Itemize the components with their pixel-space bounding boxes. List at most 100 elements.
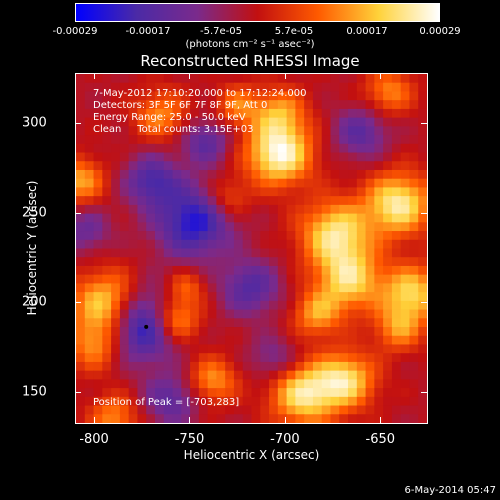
heatmap-cell bbox=[400, 292, 410, 302]
heatmap-cell bbox=[233, 344, 244, 354]
heatmap-cell bbox=[119, 292, 130, 302]
heatmap-cell bbox=[277, 257, 288, 267]
heatmap-cell bbox=[128, 169, 138, 180]
heatmap-cell bbox=[321, 135, 331, 145]
heatmap-cell bbox=[374, 143, 384, 153]
heatmap-cell bbox=[225, 169, 235, 180]
heatmap-cell bbox=[260, 222, 270, 232]
heatmap-cell bbox=[84, 196, 94, 206]
heatmap-cell bbox=[216, 248, 226, 258]
heatmap-cell bbox=[76, 204, 86, 215]
heatmap-cell bbox=[383, 117, 393, 127]
heatmap-cell bbox=[154, 213, 165, 223]
heatmap-cell bbox=[93, 187, 103, 197]
y-tick-mark bbox=[75, 123, 81, 125]
heatmap-cell bbox=[207, 344, 217, 354]
y-tick-mark bbox=[421, 302, 427, 304]
heatmap-cell bbox=[154, 74, 165, 84]
heatmap-cell bbox=[225, 178, 235, 188]
heatmap-cell bbox=[119, 231, 130, 241]
heatmap-cell bbox=[330, 143, 340, 153]
heatmap-cell bbox=[225, 143, 235, 153]
heatmap-cell bbox=[102, 274, 112, 284]
heatmap-cell bbox=[76, 370, 86, 380]
heatmap-cell bbox=[286, 335, 296, 345]
heatmap-cell bbox=[383, 187, 393, 197]
heatmap-cell bbox=[198, 187, 209, 197]
heatmap-cell bbox=[198, 300, 209, 310]
heatmap-cell bbox=[418, 196, 427, 206]
heatmap-cell bbox=[207, 318, 217, 328]
heatmap-cell bbox=[330, 117, 340, 127]
heatmap-cell bbox=[216, 309, 226, 319]
heatmap-cell bbox=[339, 161, 349, 171]
heatmap-cell bbox=[198, 231, 209, 241]
heatmap-cell bbox=[286, 257, 296, 267]
heatmap-cell bbox=[286, 318, 296, 328]
heatmap-cell bbox=[339, 239, 349, 249]
heatmap-cell bbox=[111, 187, 121, 197]
heatmap-cell bbox=[277, 309, 288, 319]
heatmap-cell bbox=[374, 283, 384, 293]
heatmap-cell bbox=[119, 143, 130, 153]
heatmap-cell bbox=[251, 143, 261, 153]
heatmap-cell bbox=[198, 257, 209, 267]
heatmap-cell bbox=[163, 108, 173, 119]
heatmap-cell bbox=[137, 318, 147, 328]
heatmap-cell bbox=[207, 370, 217, 380]
heatmap-cell bbox=[154, 82, 165, 92]
heatmap-cell bbox=[330, 204, 340, 215]
heatmap-cell bbox=[128, 82, 138, 92]
heatmap-cell bbox=[225, 318, 235, 328]
heatmap-cell bbox=[356, 82, 366, 92]
heatmap-cell bbox=[312, 344, 323, 354]
heatmap-cell bbox=[251, 309, 261, 319]
heatmap-cell bbox=[242, 265, 252, 276]
heatmap-cell bbox=[356, 283, 366, 293]
heatmap-cell bbox=[312, 204, 323, 215]
heatmap-cell bbox=[400, 108, 410, 119]
heatmap-cell bbox=[374, 405, 384, 415]
heatmap-cell bbox=[137, 204, 147, 215]
heatmap-cell bbox=[163, 353, 173, 363]
heatmap-cell bbox=[163, 292, 173, 302]
heatmap-cell bbox=[225, 239, 235, 249]
heatmap-cell bbox=[260, 161, 270, 171]
heatmap-cell bbox=[321, 265, 331, 276]
heatmap-cell bbox=[277, 135, 288, 145]
heatmap-cell bbox=[312, 187, 323, 197]
heatmap-cell bbox=[93, 74, 103, 84]
heatmap-cell bbox=[84, 283, 94, 293]
heatmap-cell bbox=[84, 327, 94, 337]
heatmap-cell bbox=[339, 327, 349, 337]
heatmap-cell bbox=[190, 135, 200, 145]
heatmap-cell bbox=[356, 91, 366, 101]
heatmap-cell bbox=[383, 108, 393, 119]
heatmap-cell bbox=[383, 248, 393, 258]
heatmap-cell bbox=[181, 257, 191, 267]
heatmap-cell bbox=[76, 283, 86, 293]
heatmap-cell bbox=[216, 82, 226, 92]
heatmap-cell bbox=[93, 222, 103, 232]
heatmap-cell bbox=[154, 344, 165, 354]
annotation-peak: Position of Peak = [-703,283] bbox=[93, 397, 240, 408]
heatmap-cell bbox=[216, 222, 226, 232]
heatmap-cell bbox=[225, 414, 235, 423]
heatmap-cell bbox=[277, 370, 288, 380]
heatmap-cell bbox=[260, 196, 270, 206]
heatmap-cell bbox=[207, 204, 217, 215]
heatmap-cell bbox=[348, 388, 358, 398]
heatmap-cell bbox=[391, 169, 402, 180]
heatmap-cell bbox=[418, 222, 427, 232]
heatmap-cell bbox=[286, 361, 296, 372]
heatmap-cell bbox=[84, 274, 94, 284]
heatmap-cell bbox=[207, 353, 217, 363]
heatmap-cell bbox=[409, 353, 419, 363]
heatmap-cell bbox=[409, 222, 419, 232]
heatmap-cell bbox=[111, 143, 121, 153]
heatmap-cell bbox=[383, 292, 393, 302]
heatmap-cell bbox=[233, 388, 244, 398]
heatmap-cell bbox=[286, 405, 296, 415]
heatmap-cell bbox=[154, 300, 165, 310]
heatmap-cell bbox=[383, 327, 393, 337]
